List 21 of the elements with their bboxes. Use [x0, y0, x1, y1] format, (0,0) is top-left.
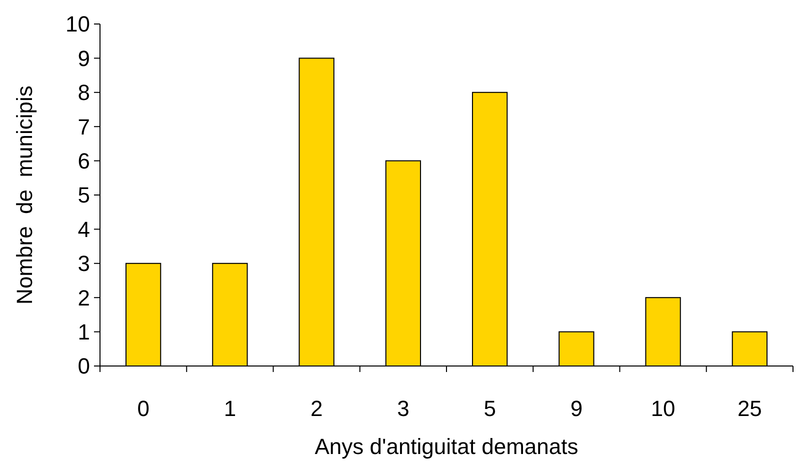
x-tick-label: 3	[397, 396, 410, 421]
y-tick-label: 3	[78, 251, 90, 276]
x-tick-label: 1	[224, 396, 236, 421]
y-tick-label: 1	[78, 320, 90, 344]
y-tick-label: 5	[78, 182, 90, 208]
x-tick-label: 0	[137, 396, 150, 421]
y-tick-label: 9	[78, 46, 90, 71]
x-axis-title: Anys d'antiguitat demanats	[314, 434, 578, 459]
y-tick-label: 6	[78, 148, 90, 174]
x-tick-label: 2	[310, 396, 323, 421]
y-tick-label: 7	[78, 114, 90, 140]
x-tick-label: 9	[570, 396, 583, 421]
y-tick-label: 10	[66, 12, 90, 37]
y-tick-label: 0	[78, 354, 90, 379]
x-tick-label: 10	[650, 396, 676, 421]
y-tick-label: 2	[78, 285, 90, 310]
y-tick-label: 8	[78, 80, 90, 106]
x-tick-label: 5	[484, 396, 496, 421]
y-tick-label: 4	[78, 216, 90, 242]
x-tick-label: 25	[737, 396, 762, 421]
y-axis-title: Nombre de municipis	[12, 86, 37, 304]
